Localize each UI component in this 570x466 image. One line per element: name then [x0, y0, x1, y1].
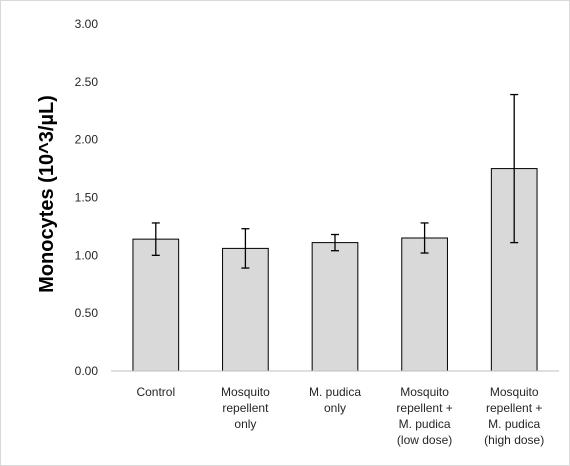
- y-tick-label: 3.00: [75, 17, 99, 31]
- x-category-label: Mosquito: [400, 385, 449, 399]
- x-category-label: repellent +: [486, 401, 542, 415]
- y-tick-label: 2.00: [75, 133, 99, 147]
- bar: [311, 242, 359, 372]
- x-category-label: M. pudica: [399, 417, 451, 431]
- x-category-label: repellent +: [396, 401, 452, 415]
- x-category-label: Control: [136, 385, 175, 399]
- x-category-label: M. pudica: [488, 417, 540, 431]
- x-category-label: Mosquito: [221, 385, 270, 399]
- x-category-labels: Control Mosquito repellent only M. pudica onl…: [136, 385, 544, 447]
- y-tick-labels: 0.00 0.50 1.00 1.50 2.00 2.50 3.00: [75, 17, 99, 378]
- x-category-label: (low dose): [397, 433, 452, 447]
- x-category-label: M. pudica: [309, 385, 361, 399]
- x-category-label: (high dose): [484, 433, 544, 447]
- bar: [401, 237, 448, 372]
- bar: [132, 238, 180, 372]
- bars: [132, 168, 538, 372]
- x-category-label: only: [234, 417, 256, 431]
- y-tick-label: 1.50: [75, 191, 99, 205]
- y-tick-label: 0.50: [75, 306, 99, 320]
- x-category-label: repellent: [222, 401, 269, 415]
- y-tick-label: 0.00: [75, 364, 99, 378]
- error-bars: [151, 93, 519, 269]
- y-tick-label: 2.50: [75, 75, 99, 89]
- x-category-label: Mosquito: [490, 385, 539, 399]
- y-tick-label: 1.00: [75, 248, 99, 262]
- x-category-label: only: [324, 401, 346, 415]
- bar: [222, 247, 269, 372]
- y-axis-title: Monocytes (10^3/µL): [36, 95, 58, 293]
